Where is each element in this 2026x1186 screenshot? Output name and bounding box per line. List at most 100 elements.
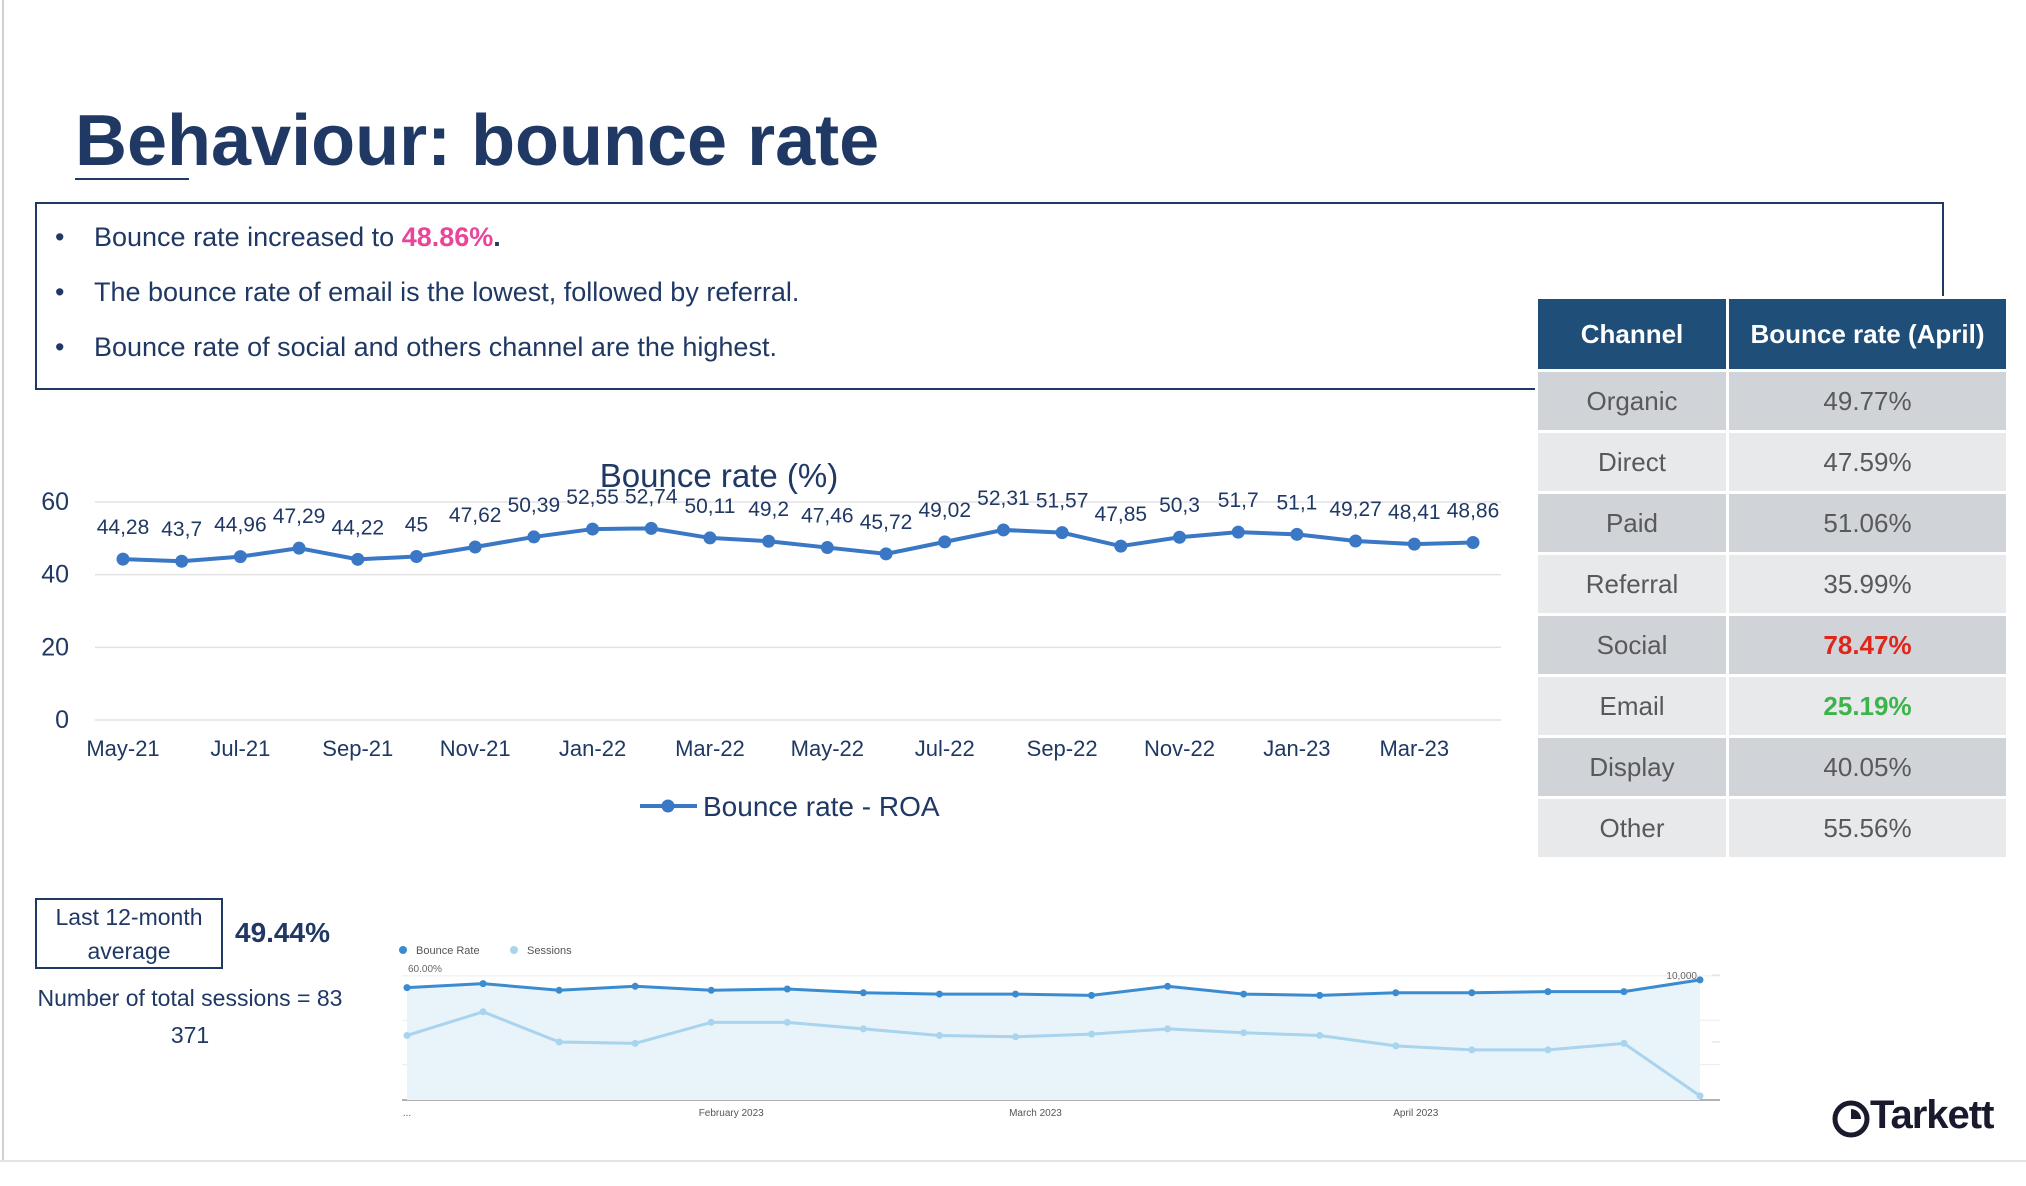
data-point (783, 985, 791, 993)
data-label: 52,31 (977, 487, 1030, 510)
data-point (707, 986, 715, 994)
data-label: 45,72 (860, 511, 913, 534)
data-point (586, 522, 600, 536)
data-point (1392, 989, 1400, 997)
data-point (1407, 537, 1421, 551)
data-label: 45 (405, 514, 428, 537)
data-point (479, 1008, 487, 1016)
data-label: 50,3 (1159, 494, 1200, 517)
x-tick-label: Sep-22 (1027, 736, 1098, 761)
data-point (1392, 1042, 1400, 1050)
bullet-text: 48.86% (401, 222, 494, 252)
data-label: 52,74 (625, 485, 678, 508)
data-label: 44,22 (332, 516, 385, 539)
data-point (468, 540, 482, 554)
channel-cell: Direct (1535, 430, 1729, 494)
data-point (1055, 526, 1069, 540)
data-point (1240, 990, 1248, 998)
data-label: 47,62 (449, 504, 502, 527)
legend-marker (399, 946, 407, 954)
data-point (1316, 1031, 1324, 1039)
legend-label: Sessions (527, 945, 572, 957)
data-label: 43,7 (161, 518, 202, 541)
data-point (1114, 539, 1128, 553)
data-label: 48,41 (1388, 501, 1441, 524)
data-point (1164, 1025, 1172, 1033)
chart-title: Bounce rate (%) (600, 457, 838, 494)
data-point (116, 552, 130, 566)
x-tick-label: May-22 (791, 736, 864, 761)
data-point (1620, 1039, 1628, 1047)
x-tick-label: March 2023 (1009, 1108, 1062, 1119)
data-label: 47,29 (273, 505, 326, 528)
y-tick-label: 60.00% (408, 964, 442, 975)
channel-cell: Paid (1535, 491, 1729, 555)
data-label: 51,1 (1276, 491, 1317, 514)
data-label: 47,85 (1095, 503, 1148, 526)
channel-cell: Social (1535, 613, 1729, 677)
data-label: 51,7 (1218, 489, 1259, 512)
value-cell: 51.06% (1726, 491, 2009, 555)
data-point (351, 552, 365, 566)
data-label: 49,27 (1329, 498, 1382, 521)
table-row: Referral 35.99% (1535, 552, 2009, 616)
data-point (403, 984, 411, 992)
table-row: Direct 47.59% (1535, 430, 2009, 494)
data-label: 51,57 (1036, 490, 1089, 513)
table-row: Other 55.56% (1535, 796, 2009, 860)
data-point (703, 531, 717, 545)
average-value: 49.44% (235, 917, 330, 948)
data-label: 50,39 (508, 494, 561, 517)
logo-icon (1832, 1100, 1870, 1138)
series-area (407, 979, 1700, 1100)
header-row: Channel Bounce rate (April) (1535, 296, 2009, 372)
value-cell: 78.47% (1726, 613, 2009, 677)
data-point (1011, 1033, 1019, 1041)
data-point (859, 989, 867, 997)
x-tick-label: Jan-22 (559, 736, 626, 761)
data-point (527, 530, 541, 544)
bullet: The bounce rate of email is the lowest, … (55, 277, 799, 332)
x-tick-label: Nov-21 (440, 736, 511, 761)
bullet-list: Bounce rate increased to 48.86%. The boun… (55, 222, 799, 387)
x-tick-label: Sep-21 (322, 736, 393, 761)
value-cell: 55.56% (1726, 796, 2009, 860)
data-point (1620, 988, 1628, 996)
data-point (1088, 1030, 1096, 1038)
x-tick-label: Nov-22 (1144, 736, 1215, 761)
x-tick-label: Jan-23 (1263, 736, 1330, 761)
data-point (555, 1038, 563, 1046)
data-point (644, 521, 658, 535)
x-tick-label: Jul-21 (210, 736, 270, 761)
channel-cell: Display (1535, 735, 1729, 799)
channel-cell: Organic (1535, 369, 1729, 433)
data-label: 44,96 (214, 514, 267, 537)
bullet-text: . (493, 222, 501, 252)
data-point (938, 535, 952, 549)
data-point (1290, 527, 1304, 541)
channel-cell: Referral (1535, 552, 1729, 616)
x-tick-label: February 2023 (699, 1108, 764, 1119)
table-row: Display 40.05% (1535, 735, 2009, 799)
x-tick-label: ... (403, 1108, 411, 1119)
series-line (406, 978, 1701, 997)
title: Behaviour: bounce rate (75, 101, 880, 181)
y-tick-label: 0 (55, 706, 69, 734)
value-cell: 49.77% (1726, 369, 2009, 433)
value-cell: 40.05% (1726, 735, 2009, 799)
series-line (122, 526, 1474, 564)
x-tick-label: Mar-22 (675, 736, 745, 761)
data-point (762, 534, 776, 548)
data-point (1544, 988, 1552, 996)
channel-cell: Email (1535, 674, 1729, 738)
data-point (409, 550, 423, 563)
data-point (935, 990, 943, 998)
bullet-text: Bounce rate increased to (94, 222, 402, 252)
legend-label: Bounce Rate (416, 945, 480, 957)
value-cell: 25.19% (1726, 674, 2009, 738)
data-label: 49,02 (918, 499, 971, 522)
data-point (175, 554, 189, 568)
data-label: 49,2 (748, 498, 789, 521)
legend-marker (510, 946, 518, 954)
header-cell: Channel (1535, 296, 1729, 372)
